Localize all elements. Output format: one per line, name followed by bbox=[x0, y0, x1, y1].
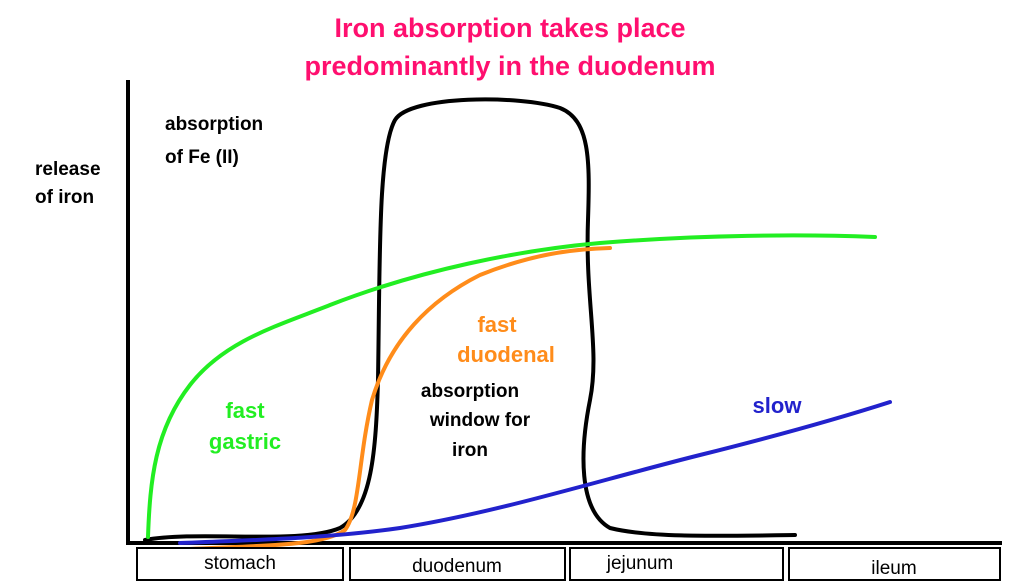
absorption-curve bbox=[143, 97, 797, 542]
annotation: absorption bbox=[165, 114, 263, 135]
segments bbox=[136, 547, 1001, 581]
segment-label: ileum bbox=[871, 558, 916, 579]
annotation: window for bbox=[429, 410, 531, 431]
y-axis-label: release bbox=[35, 159, 101, 180]
segment-box bbox=[136, 547, 344, 581]
annotation: gastric bbox=[209, 429, 281, 454]
annotation: fast bbox=[477, 312, 517, 337]
segment-label: stomach bbox=[204, 553, 276, 574]
y-axis-label: of iron bbox=[35, 187, 94, 208]
segment-box bbox=[788, 547, 1001, 581]
annotation: slow bbox=[753, 393, 803, 418]
fast-gastric-curve bbox=[146, 233, 877, 539]
annotation: absorption bbox=[421, 381, 519, 402]
segment-box bbox=[569, 547, 784, 581]
annotation: duodenal bbox=[457, 342, 555, 367]
segment-label: jejunum bbox=[606, 553, 674, 574]
title-line: Iron absorption takes place bbox=[334, 13, 685, 43]
annotation: iron bbox=[452, 440, 488, 461]
title-line: predominantly in the duodenum bbox=[305, 51, 716, 81]
slow-curve bbox=[178, 400, 892, 545]
annotation: of Fe (II) bbox=[165, 147, 239, 168]
segment-label: duodenum bbox=[412, 556, 502, 577]
fast-duodenal-curve bbox=[170, 246, 612, 552]
segment-box bbox=[349, 547, 566, 581]
annotation: fast bbox=[225, 398, 265, 423]
